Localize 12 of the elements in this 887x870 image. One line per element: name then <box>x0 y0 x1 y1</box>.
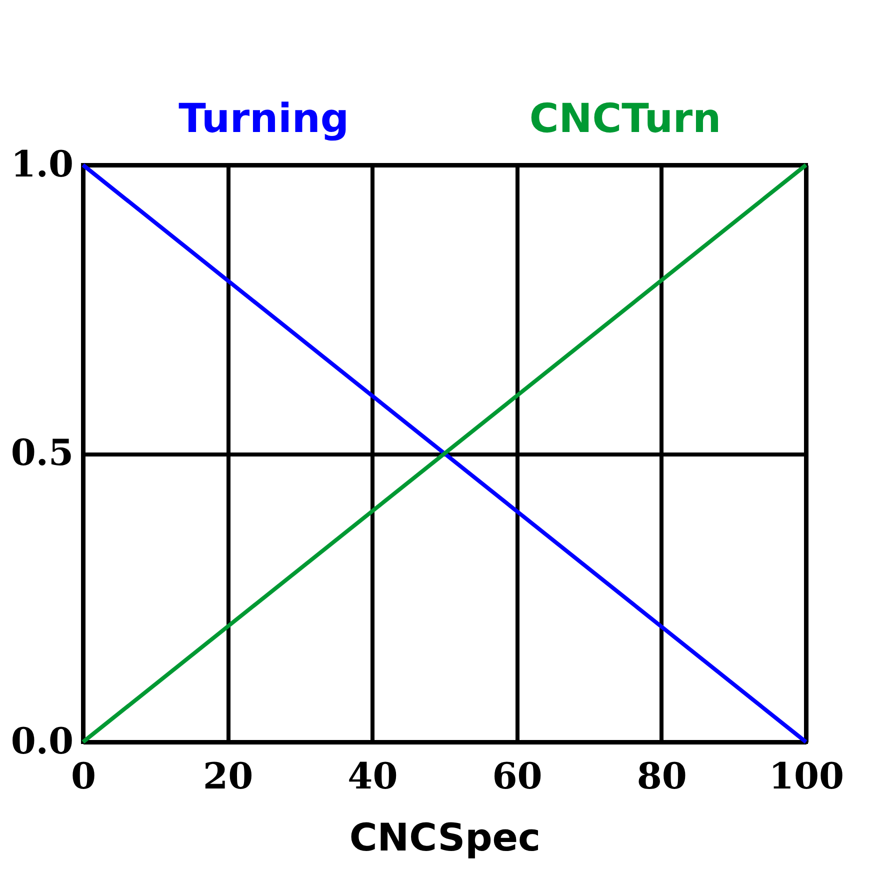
series-label: CNCTurn <box>529 96 722 142</box>
series-label: Turning <box>178 96 349 142</box>
x-tick-label: 60 <box>492 756 542 798</box>
y-tick-label: 0.0 <box>10 720 74 762</box>
y-tick-label: 0.5 <box>10 432 74 474</box>
x-tick-label: 100 <box>768 756 844 798</box>
x-tick-label: 0 <box>70 756 96 798</box>
x-tick-label: 20 <box>203 756 254 798</box>
x-tick-label: 80 <box>636 756 687 798</box>
y-tick-label: 1.0 <box>10 144 74 186</box>
x-axis-title: CNCSpec <box>349 816 541 860</box>
x-tick-label: 40 <box>348 756 398 798</box>
